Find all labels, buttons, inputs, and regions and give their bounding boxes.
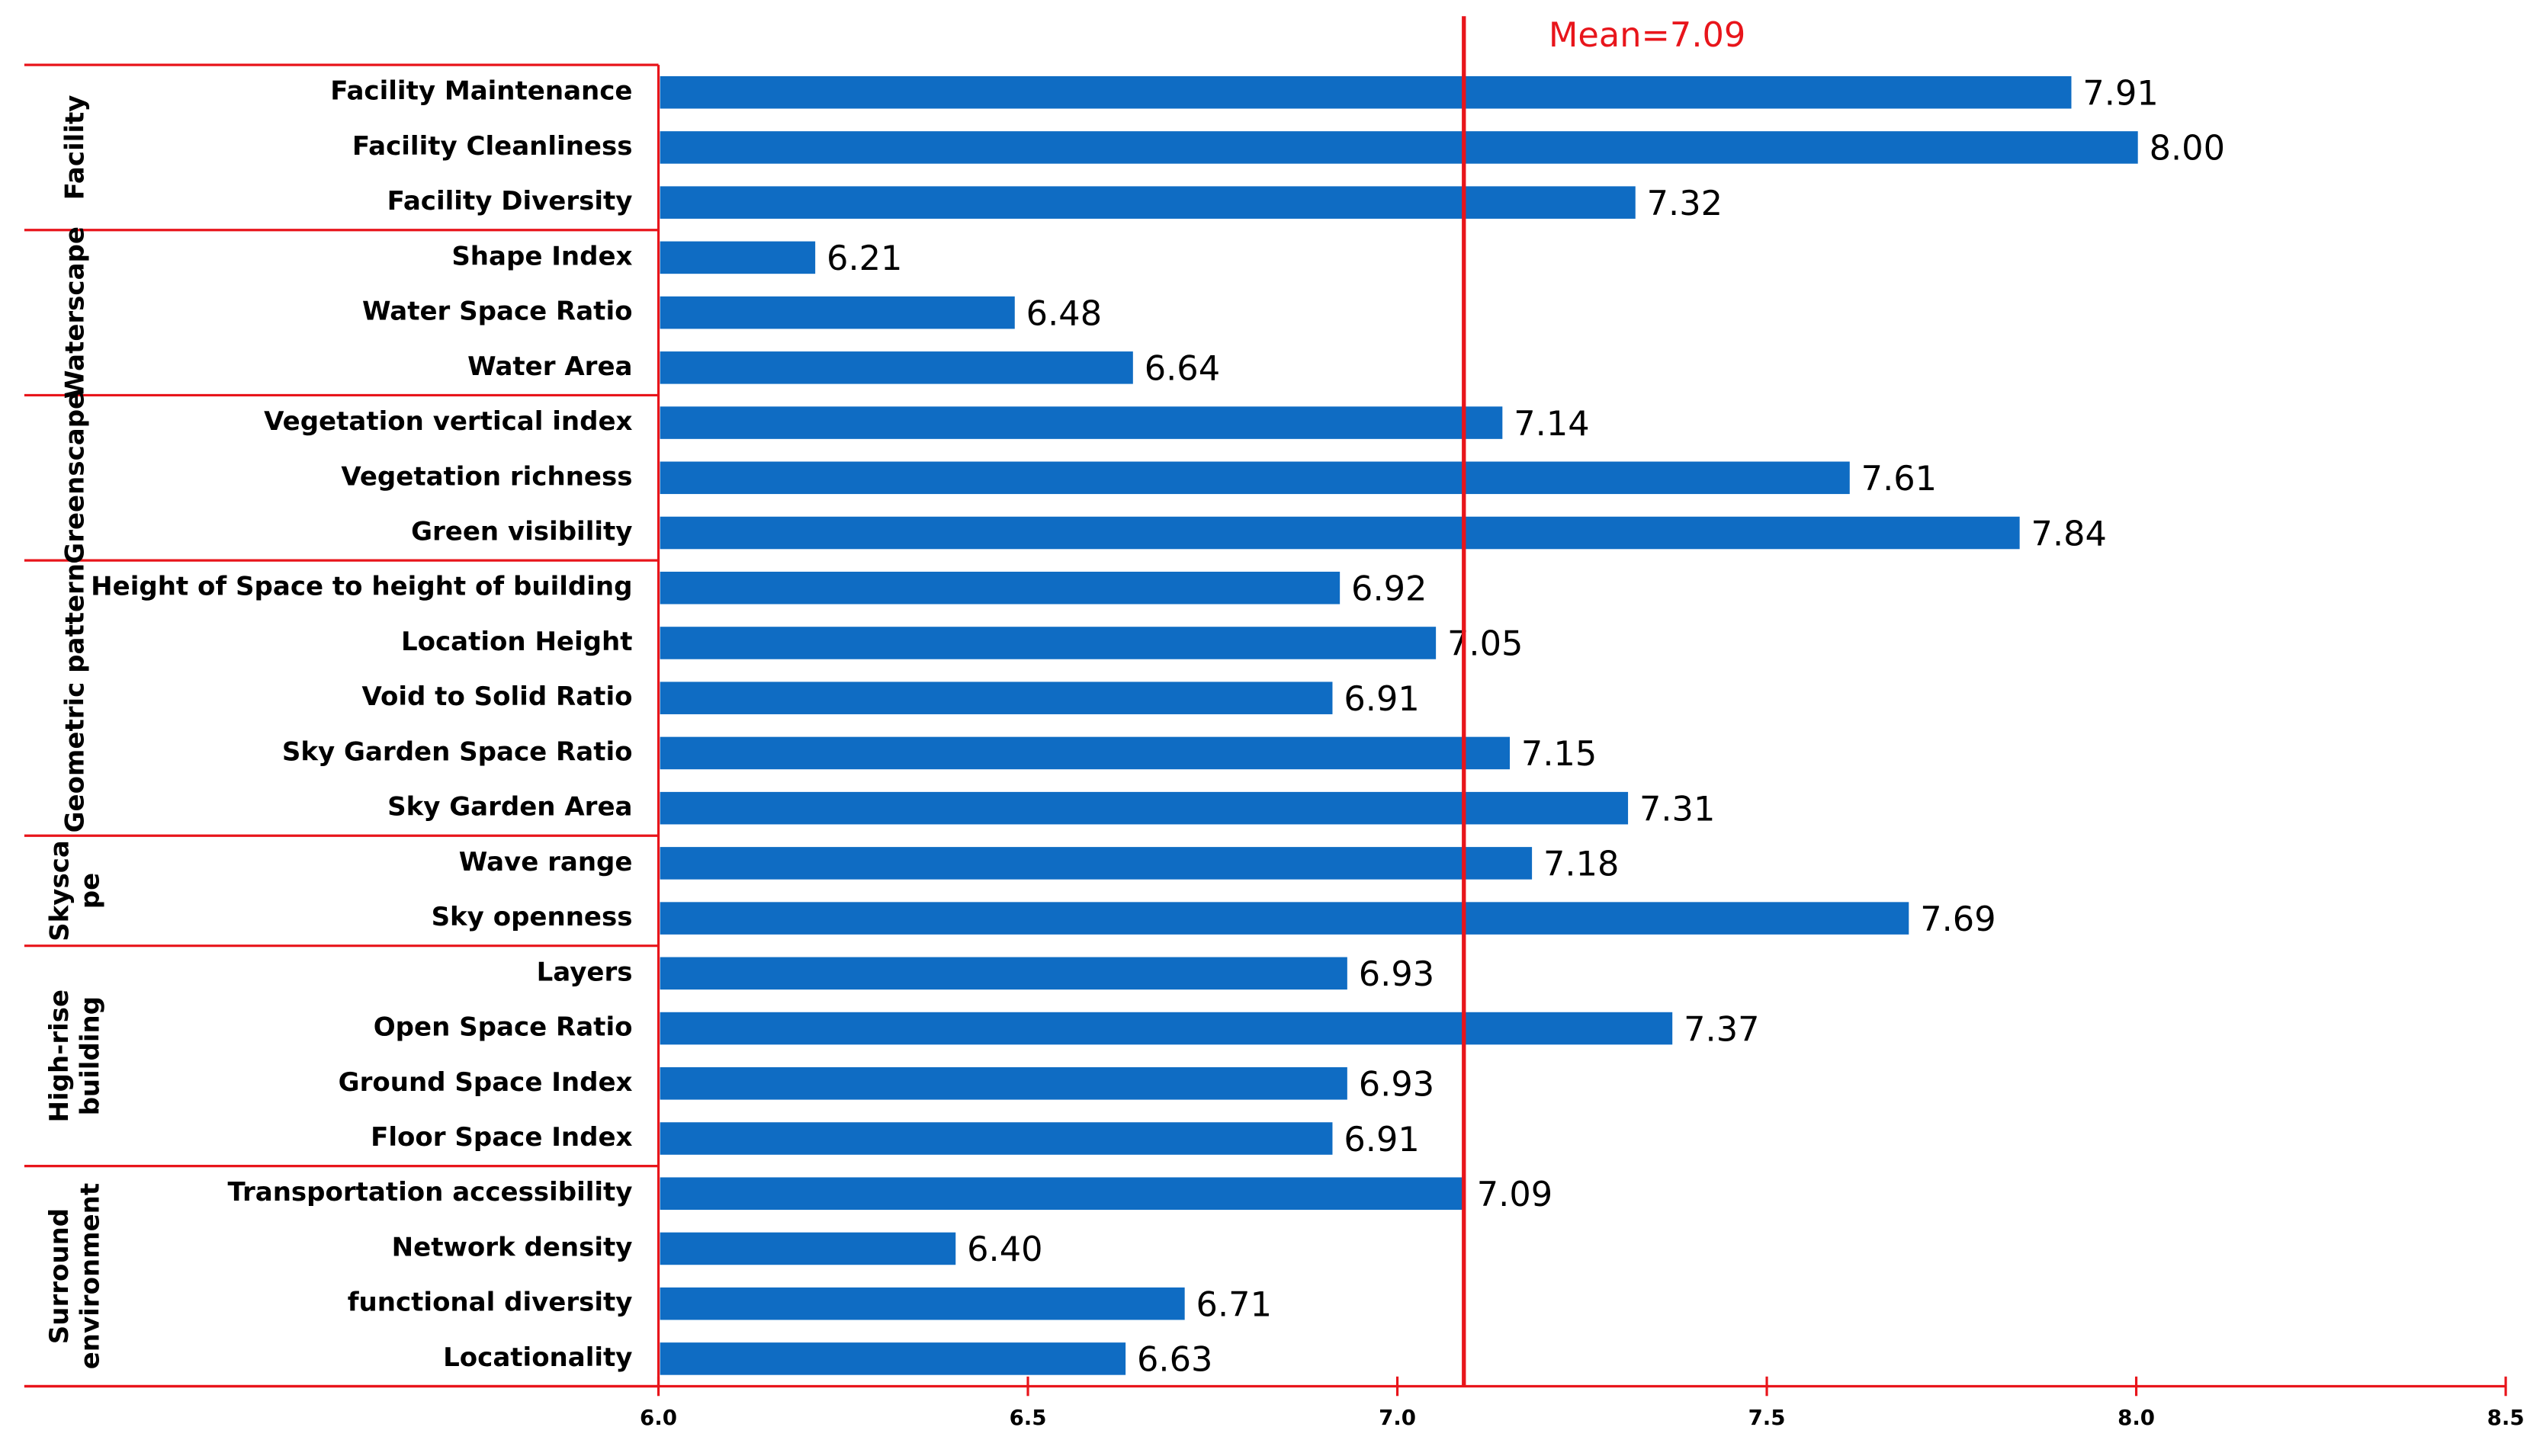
mean-label: Mean=7.09	[1549, 15, 1746, 55]
category-label: Sky Garden Area	[387, 792, 632, 823]
group-label: Skysca	[44, 840, 75, 941]
category-label: Ground Space Index	[339, 1067, 633, 1098]
value-label: 7.14	[1514, 404, 1589, 444]
value-label: 6.40	[967, 1230, 1042, 1269]
bar	[660, 461, 1850, 495]
value-label: 7.69	[1920, 900, 1996, 939]
bar	[660, 1232, 956, 1265]
category-label: Floor Space Index	[371, 1122, 632, 1153]
value-label: 6.91	[1344, 1120, 1419, 1159]
bar	[660, 1177, 1466, 1211]
bar	[660, 1287, 1185, 1320]
x-tick-label: 6.0	[640, 1405, 677, 1430]
value-label: 7.05	[1447, 624, 1523, 664]
bar	[660, 1012, 1673, 1045]
value-label: 6.92	[1351, 569, 1427, 608]
bar	[660, 736, 1511, 770]
bar	[660, 957, 1347, 990]
value-label: 7.91	[2082, 73, 2158, 113]
value-label: 6.64	[1145, 349, 1220, 389]
group-label: building	[75, 996, 106, 1115]
value-label: 6.93	[1359, 1065, 1434, 1105]
value-label: 7.61	[1861, 459, 1937, 499]
x-tick-label: 8.5	[2487, 1405, 2525, 1430]
category-label: Network density	[392, 1232, 633, 1262]
category-label: Location Height	[401, 627, 633, 657]
bar	[660, 351, 1133, 384]
category-label: Transportation accessibility	[228, 1177, 633, 1207]
x-tick-label: 6.5	[1010, 1405, 1047, 1430]
category-label: Facility Maintenance	[330, 76, 632, 107]
group-label: pe	[75, 873, 106, 909]
bar	[660, 627, 1437, 659]
category-label: Green visibility	[411, 517, 632, 547]
bar	[660, 902, 1909, 935]
x-tick-label: 8.0	[2118, 1405, 2155, 1430]
category-label: Vegetation richness	[341, 461, 632, 492]
value-label: 8.00	[2150, 129, 2225, 168]
bar	[660, 296, 1015, 329]
value-label: 6.91	[1344, 679, 1419, 719]
category-label: Sky Garden Space Ratio	[282, 736, 633, 767]
value-label: 7.18	[1543, 845, 1619, 884]
value-label: 7.31	[1639, 789, 1715, 829]
group-label: Waterscape	[59, 226, 90, 399]
group-label: Surround	[44, 1208, 75, 1344]
value-label: 6.21	[827, 239, 902, 278]
value-label: 6.93	[1359, 954, 1434, 994]
value-label: 6.63	[1137, 1340, 1212, 1380]
category-label: Layers	[537, 957, 633, 987]
category-label: Open Space Ratio	[374, 1012, 633, 1043]
category-label: Height of Space to height of building	[91, 572, 632, 602]
category-label: Water Space Ratio	[362, 297, 633, 327]
bar	[660, 406, 1503, 439]
category-label: Facility Cleanliness	[352, 131, 633, 162]
value-label: 6.48	[1026, 293, 1102, 333]
bar	[660, 1122, 1333, 1155]
bar	[660, 131, 2138, 164]
category-label: Locationality	[443, 1342, 632, 1373]
group-label: Geometric pattern	[59, 563, 90, 832]
bar	[660, 516, 2020, 550]
bar	[660, 791, 1629, 825]
bar	[660, 186, 1636, 219]
x-tick-label: 7.0	[1379, 1405, 1416, 1430]
bar	[660, 1342, 1126, 1375]
value-label: 7.09	[1477, 1175, 1552, 1214]
group-label: Greenscape	[59, 392, 90, 564]
x-tick-label: 7.5	[1748, 1405, 1786, 1430]
group-label: Facility	[59, 95, 90, 200]
value-label: 7.32	[1647, 184, 1723, 223]
category-label: Facility Diversity	[387, 186, 633, 216]
bar	[660, 1067, 1347, 1100]
category-label: Shape Index	[451, 241, 632, 271]
category-label: functional diversity	[348, 1288, 633, 1318]
bar	[660, 847, 1533, 880]
group-label: High-rise	[44, 989, 75, 1123]
bar	[660, 241, 816, 274]
value-label: 7.37	[1684, 1009, 1759, 1049]
category-label: Sky openness	[432, 902, 633, 932]
bar	[660, 571, 1341, 605]
category-label: Water Area	[467, 351, 632, 382]
bar	[660, 681, 1333, 714]
value-label: 6.71	[1196, 1284, 1272, 1324]
group-label: environment	[75, 1183, 106, 1369]
category-label: Void to Solid Ratio	[362, 681, 633, 712]
value-label: 7.84	[2031, 514, 2107, 553]
category-label: Vegetation vertical index	[264, 406, 632, 437]
category-label: Wave range	[459, 847, 633, 877]
bar	[660, 75, 2072, 109]
value-label: 7.15	[1521, 734, 1597, 774]
